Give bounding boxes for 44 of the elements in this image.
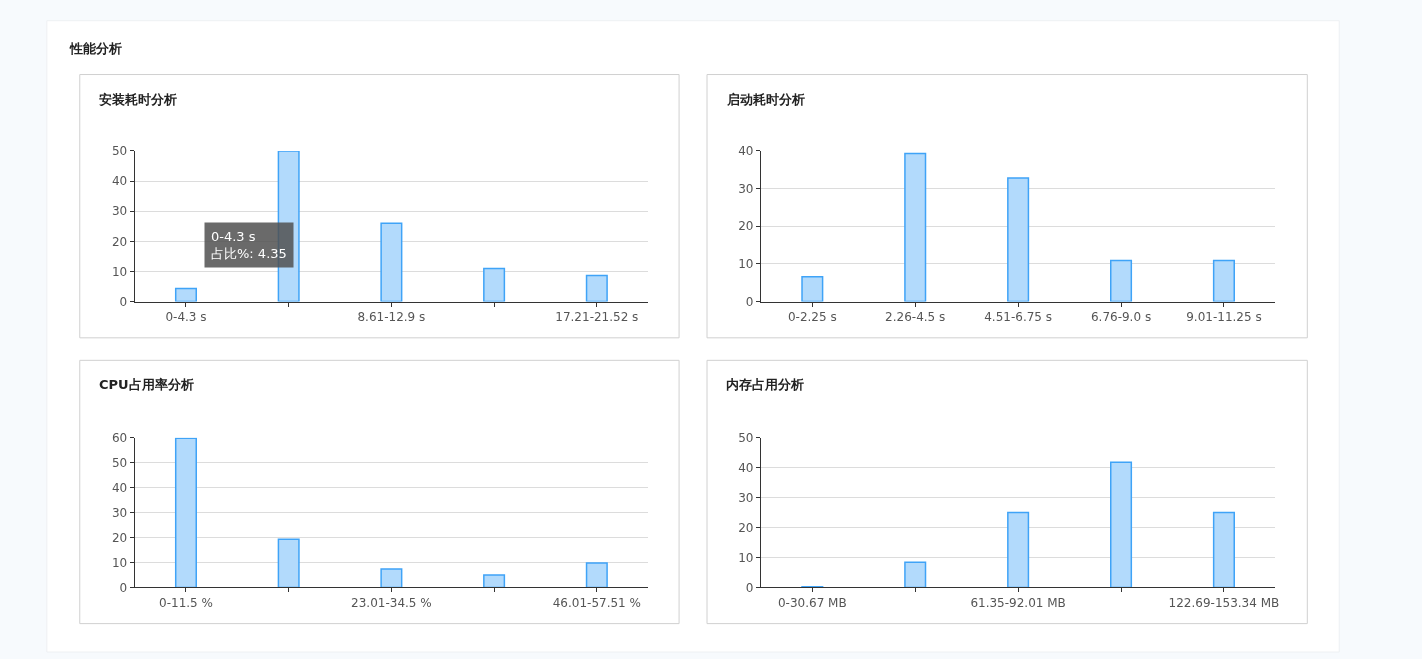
y-tick-label: 40 xyxy=(738,460,754,475)
y-tick-label: 40 xyxy=(111,480,128,495)
y-tick-label: 50 xyxy=(111,455,128,470)
y-tick-label: 30 xyxy=(111,204,128,219)
x-tick-label: 17.21-21.52 s xyxy=(555,310,639,325)
text: 性能分析 xyxy=(69,41,122,56)
y-tick-label: 60 xyxy=(111,430,128,445)
chart-title: 启动耗时分析 xyxy=(726,92,805,107)
y-tick-label: 40 xyxy=(111,174,128,189)
y-tick-label: 10 xyxy=(738,257,754,272)
x-tick-label: 2.26-4.5 s xyxy=(885,310,946,325)
y-tick-label: 10 xyxy=(111,555,128,570)
chart-title: CPU占用率分析 xyxy=(99,377,194,392)
y-tick-label: 40 xyxy=(738,144,754,159)
y-tick-label: 50 xyxy=(111,144,128,159)
y-tick-label: 30 xyxy=(738,490,754,505)
x-tick-label: 6.76-9.0 s xyxy=(1090,310,1152,325)
y-tick-label: 30 xyxy=(738,181,754,196)
y-tick-label: 20 xyxy=(738,219,754,234)
x-tick-label: 0-4.3 s xyxy=(165,310,207,325)
y-tick-label: 0 xyxy=(119,294,128,309)
x-tick-label: 0-30.67 MB xyxy=(777,595,847,610)
y-tick-label: 50 xyxy=(738,430,754,445)
x-tick-label: 122.69-153.34 MB xyxy=(1168,595,1280,610)
y-tick-label: 20 xyxy=(111,234,128,249)
x-tick-label: 9.01-11.25 s xyxy=(1186,310,1262,325)
y-tick-label: 10 xyxy=(111,264,128,279)
x-tick-label: 0-11.5 % xyxy=(159,595,213,610)
annotation: 0-4.3 s 占比%: 4.35 xyxy=(211,229,287,261)
x-tick-label: 46.01-57.51 % xyxy=(552,595,641,610)
chart-title: 安装耗时分析 xyxy=(99,92,177,107)
y-tick-label: 0 xyxy=(745,294,754,309)
y-tick-label: 20 xyxy=(738,520,754,535)
x-tick-label: 0-2.25 s xyxy=(787,310,837,325)
y-tick-label: 0 xyxy=(745,580,754,595)
x-tick-label: 23.01-34.5 % xyxy=(351,595,432,610)
x-tick-label: 8.61-12.9 s xyxy=(357,310,426,325)
y-tick-label: 10 xyxy=(738,550,754,565)
y-tick-label: 0 xyxy=(119,580,128,595)
x-tick-label: 61.35-92.01 MB xyxy=(970,595,1066,610)
x-tick-label: 4.51-6.75 s xyxy=(984,310,1053,325)
chart-title: 内存占用分析 xyxy=(726,377,804,392)
y-tick-label: 20 xyxy=(111,530,128,545)
y-tick-label: 30 xyxy=(111,505,128,520)
